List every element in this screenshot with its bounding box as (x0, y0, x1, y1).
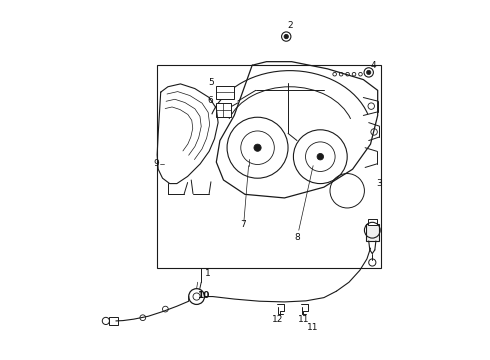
Bar (216, 103, 231, 117)
Text: 4: 4 (370, 61, 376, 70)
Circle shape (317, 153, 323, 160)
Bar (366, 224, 379, 241)
Text: 10: 10 (197, 291, 209, 300)
Bar (368, 220, 377, 225)
Text: 9: 9 (153, 159, 159, 168)
Circle shape (284, 35, 289, 39)
Text: 12: 12 (272, 315, 284, 324)
Bar (216, 86, 234, 99)
Text: 11: 11 (307, 323, 319, 332)
Text: 6: 6 (208, 95, 214, 104)
Text: 8: 8 (294, 233, 300, 242)
Text: 2: 2 (288, 21, 294, 30)
Text: 11: 11 (298, 315, 310, 324)
Circle shape (254, 144, 261, 151)
Bar (109, 318, 118, 324)
Text: 5: 5 (209, 78, 215, 87)
Text: 1: 1 (205, 269, 211, 278)
Text: 7: 7 (240, 220, 246, 229)
Bar (157, 65, 381, 268)
Text: 3: 3 (377, 179, 382, 188)
Circle shape (367, 70, 371, 75)
